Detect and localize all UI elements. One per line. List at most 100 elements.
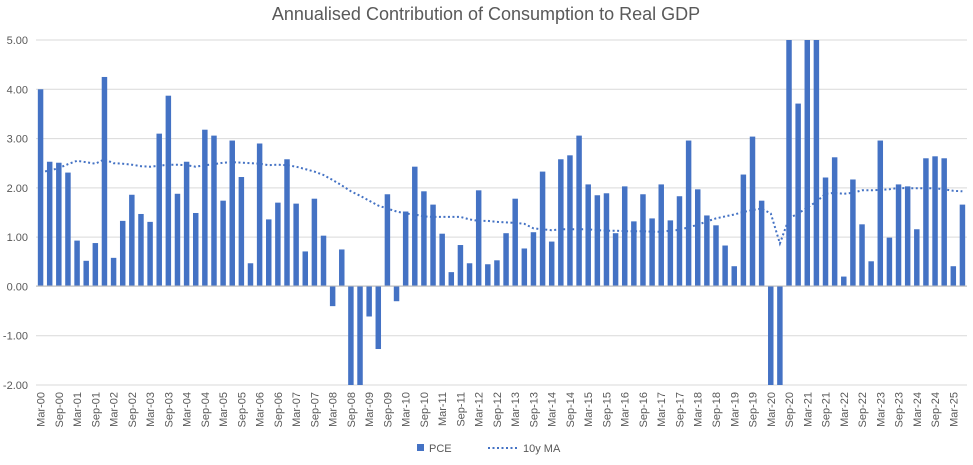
pce-bar [357,286,363,385]
x-tick-label: Sep-23 [894,392,906,427]
x-tick-label: Sep-21 [821,392,833,427]
pce-bar [284,159,290,287]
pce-bar [859,224,865,287]
x-axis-ticks: Mar-00 Sep-00 Mar-01 Sep-01 Mar-02 Sep-02 Mar-… [36,392,961,427]
pce-bar [229,140,235,287]
pce-bar [266,219,272,287]
y-tick-label: 2.00 [7,183,28,195]
y-tick-label: 4.00 [7,84,28,96]
pce-bar [503,233,509,287]
pce-bar [768,286,774,385]
pce-bar [530,232,537,287]
y-tick-label: -1.00 [3,331,28,343]
pce-bar [448,272,455,287]
pce-bar [311,198,318,287]
pce-bar [713,225,719,287]
pce-bar [485,264,491,287]
pce-bar [594,195,601,287]
pce-bar [475,190,482,287]
pce-bar [777,286,783,385]
pce-bar [603,193,610,287]
pce-bars [37,40,966,385]
pce-bar [174,193,181,287]
pce-bar [37,89,44,287]
pce-bar [841,276,847,287]
x-tick-label: Mar-16 [620,392,632,427]
legend-ma-label: 10y MA [523,443,561,455]
pce-bar [558,159,564,287]
pce-bar [384,194,391,287]
pce-bar [695,189,701,287]
x-tick-label: Mar-24 [912,392,924,427]
x-tick-label: Mar-01 [72,392,84,427]
x-tick-label: Sep-17 [674,392,686,427]
x-tick-label: Mar-22 [839,392,851,427]
pce-bar [740,174,747,287]
x-tick-label: Sep-11 [455,392,467,427]
pce-bar [329,286,336,307]
pce-bar [631,221,637,287]
x-tick-label: Sep-07 [309,392,321,427]
pce-bar [183,161,190,287]
pce-bar [366,286,372,317]
pce-bar [202,129,208,287]
x-tick-label: Mar-13 [510,392,522,427]
x-tick-label: Mar-11 [437,392,449,426]
legend: PCE 10y MA [417,443,561,455]
x-tick-label: Mar-05 [218,392,230,427]
pce-bar [275,202,281,287]
x-tick-label: Sep-13 [528,392,540,427]
pce-bar [685,140,692,287]
pce-bar [585,184,591,287]
pce-bar [658,184,664,287]
x-tick-label: Sep-12 [492,392,504,427]
pce-bar [676,196,683,287]
x-tick-label: Mar-07 [291,392,303,427]
y-tick-label: -2.00 [3,380,28,392]
x-tick-label: Sep-05 [236,392,248,427]
pce-bar [950,266,957,287]
pce-bar [119,220,126,287]
pce-bar [512,198,518,287]
x-tick-label: Mar-23 [875,392,887,427]
pce-bar [886,237,893,287]
pce-bar [256,143,263,287]
pce-bar [439,233,445,287]
pce-bar [339,249,345,287]
pce-bar [92,243,99,287]
ma-line [40,158,963,247]
x-tick-label: Mar-25 [948,392,960,427]
pce-bar [375,286,382,350]
y-axis-ticks: 5.00 4.00 3.00 2.00 1.00 0.00 -1.00 -2.00 [3,35,28,392]
x-tick-label: Sep-10 [419,392,431,427]
pce-bar [868,261,874,287]
x-tick-label: Mar-20 [766,392,778,427]
pce-bar [138,213,144,287]
pce-bar [393,286,400,302]
pce-bar [211,135,217,287]
pce-bar [914,229,920,287]
y-tick-label: 0.00 [7,281,28,293]
x-tick-label: Sep-18 [711,392,723,427]
x-tick-label: Sep-04 [200,392,212,427]
y-tick-label: 1.00 [7,232,28,244]
pce-bar [941,158,947,287]
pce-bar [56,162,62,287]
pce-bar [722,245,728,287]
pce-bar [795,103,801,287]
x-tick-label: Mar-14 [547,392,559,427]
pce-bar [320,235,327,287]
x-tick-label: Sep-09 [382,392,394,427]
pce-bar [731,266,737,287]
y-tick-label: 3.00 [7,134,28,146]
pce-bar [65,172,71,287]
pce-bar [101,76,108,287]
x-tick-label: Mar-08 [328,392,340,427]
pce-bar [430,204,436,287]
pce-bar [494,260,500,287]
pce-bar [238,177,245,287]
pce-bar [612,233,619,287]
x-tick-label: Mar-06 [255,392,267,427]
x-tick-label: Sep-01 [90,392,102,427]
